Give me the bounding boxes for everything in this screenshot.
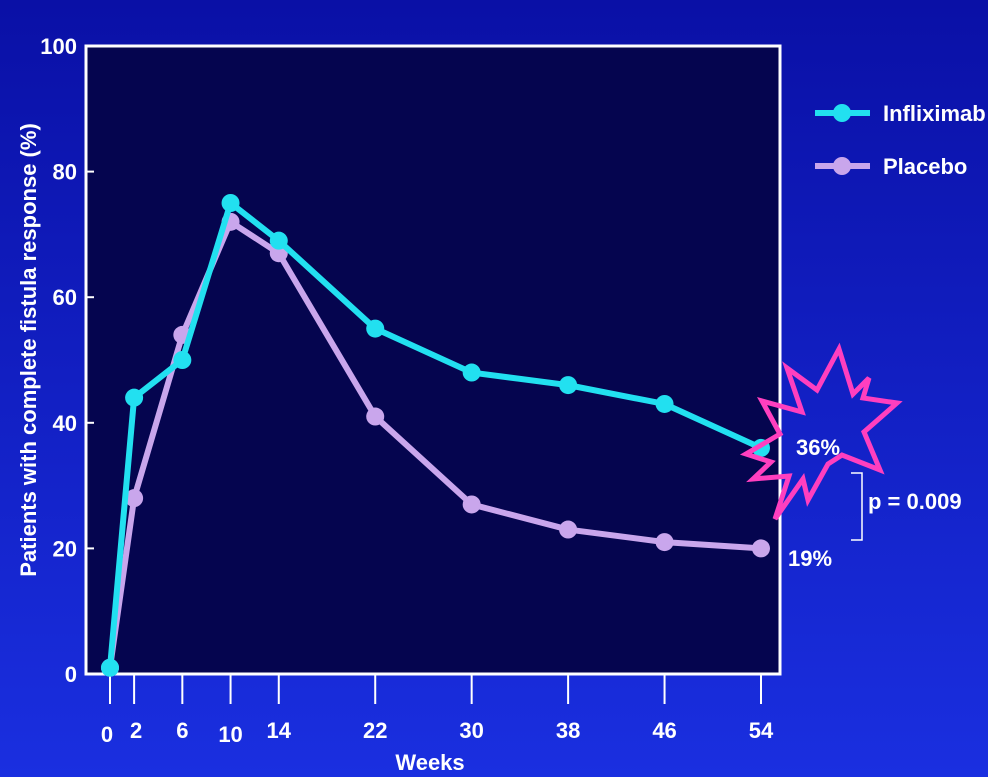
burst-highlight xyxy=(739,342,903,521)
x-tick-label: 46 xyxy=(652,718,676,743)
y-tick-label: 80 xyxy=(53,160,77,185)
legend-label-placebo: Placebo xyxy=(883,154,967,179)
x-tick-label: 22 xyxy=(363,718,387,743)
data-point-infliximab xyxy=(101,658,119,677)
data-point-infliximab xyxy=(366,319,385,338)
data-point-placebo xyxy=(559,520,578,539)
significance-bracket xyxy=(851,472,863,541)
data-point-infliximab xyxy=(125,388,144,407)
data-point-placebo xyxy=(125,489,144,508)
y-tick-label: 40 xyxy=(53,411,77,436)
x-axis-title: Weeks xyxy=(395,750,464,775)
data-point-infliximab xyxy=(655,394,674,413)
plot-area xyxy=(84,44,782,676)
y-tick-label: 60 xyxy=(53,285,77,310)
y-tick-label: 20 xyxy=(53,536,77,561)
data-point-placebo xyxy=(366,407,385,426)
data-point-infliximab xyxy=(221,194,240,212)
y-tick-label: 100 xyxy=(40,34,77,59)
data-point-infliximab xyxy=(173,351,192,369)
x-tick-label: 54 xyxy=(749,718,774,743)
data-point-placebo xyxy=(655,533,674,552)
annotation-placebo-end: 19% xyxy=(788,546,832,571)
annotation-p-value: p = 0.009 xyxy=(868,489,962,514)
x-axis: 0 2 6 10 14 22 30 38 46 54 xyxy=(101,674,774,747)
x-tick-label: 38 xyxy=(556,718,580,743)
y-axis: 0 20 40 60 80 100 xyxy=(40,34,94,687)
series-line-infliximab xyxy=(107,200,764,671)
data-point-placebo xyxy=(752,539,770,558)
data-point-infliximab xyxy=(269,231,288,250)
legend-marker-infliximab xyxy=(833,104,851,122)
legend-marker-placebo xyxy=(833,157,851,175)
series-line-placebo xyxy=(107,218,764,671)
legend: Infliximab Placebo xyxy=(815,101,986,179)
data-point-infliximab xyxy=(559,376,578,395)
y-tick-label: 0 xyxy=(65,662,77,687)
x-tick-label: 0 xyxy=(101,722,113,747)
series-layer xyxy=(101,194,770,677)
data-point-infliximab xyxy=(462,363,481,382)
legend-label-infliximab: Infliximab xyxy=(883,101,986,126)
x-tick-label: 30 xyxy=(459,718,483,743)
data-point-placebo xyxy=(462,495,481,514)
x-tick-label: 14 xyxy=(267,718,292,743)
x-tick-label: 2 xyxy=(130,718,142,743)
y-axis-title: Patients with complete fistula response … xyxy=(16,123,41,577)
annotation-infliximab-end: 36% xyxy=(796,435,840,460)
x-tick-label: 10 xyxy=(218,722,242,747)
x-tick-label: 6 xyxy=(176,718,188,743)
